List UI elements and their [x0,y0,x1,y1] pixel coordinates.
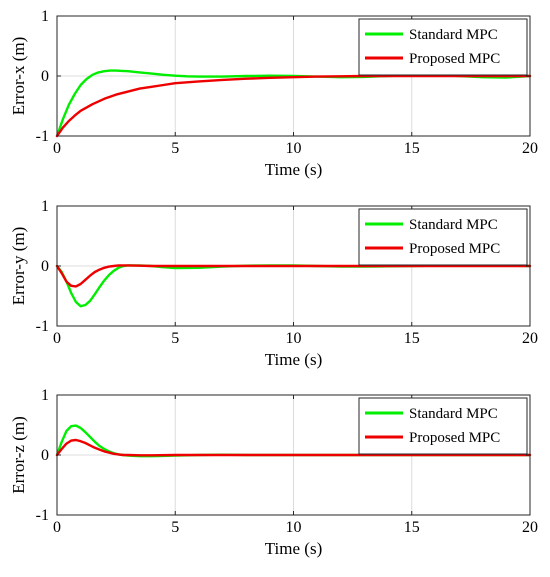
legend-entry: Standard MPC [409,406,498,422]
x-tick-label: 5 [171,330,179,347]
y-tick-label: 1 [41,387,49,404]
legend-box [358,208,528,266]
legend-box [358,397,528,455]
x-tick-label: 5 [171,140,179,157]
legend: Standard MPC Proposed MPC [358,397,528,455]
legend: Standard MPC Proposed MPC [358,208,528,266]
series-line-proposed-mpc [55,438,532,457]
y-tick-label: 0 [41,258,49,275]
x-tick-label: 0 [53,330,61,347]
y-axis-label: Error-z (m) [9,416,28,494]
x-tick-label: 20 [522,140,538,157]
y-tick-label: -1 [36,128,49,145]
x-tick-label: 15 [404,140,420,157]
series-line-proposed-mpc [55,264,532,288]
legend-entry: Standard MPC [409,217,498,233]
y-tick-label: 1 [41,8,49,25]
y-tick-label: 0 [41,447,49,464]
x-tick-label: 10 [286,330,302,347]
y-tick-label: 0 [41,68,49,85]
x-tick-label: 15 [404,330,420,347]
y-tick-label: 1 [41,198,49,215]
x-tick-label: 20 [522,330,538,347]
x-axis-label: Time (s) [265,350,322,369]
legend-entry: Proposed MPC [409,241,500,257]
y-axis-label: Error-y (m) [9,227,28,305]
x-tick-label: 0 [53,519,61,536]
legend-box [358,18,528,76]
y-tick-label: -1 [36,318,49,335]
legend-entry: Standard MPC [409,27,498,43]
x-tick-label: 15 [404,519,420,536]
y-tick-label: -1 [36,507,49,524]
x-tick-label: 10 [286,519,302,536]
legend-entry: Proposed MPC [409,51,500,67]
x-tick-label: 0 [53,140,61,157]
x-axis-label: Time (s) [265,539,322,558]
legend-entry: Proposed MPC [409,430,500,446]
x-tick-label: 5 [171,519,179,536]
x-tick-label: 10 [286,140,302,157]
legend: Standard MPC Proposed MPC [358,18,528,76]
x-axis-label: Time (s) [265,160,322,179]
y-axis-label: Error-x (m) [9,37,28,115]
series-line-proposed-mpc [55,74,532,138]
x-tick-label: 20 [522,519,538,536]
